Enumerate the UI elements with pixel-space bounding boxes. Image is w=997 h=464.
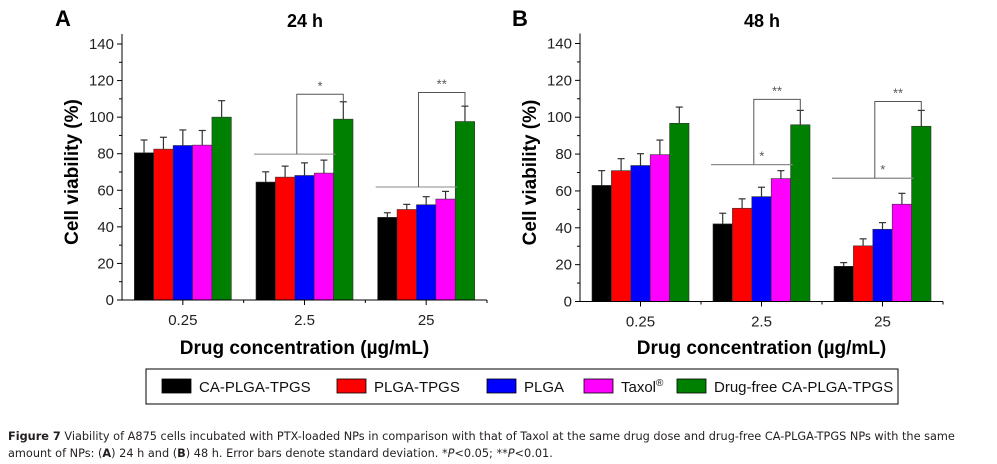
bar (294, 175, 315, 301)
caption-panel-b-ref: B (177, 447, 186, 460)
bar (313, 172, 334, 301)
legend-label: Drug-free CA-PLGA-TPGS (714, 379, 893, 396)
legend-swatch (676, 378, 707, 394)
bar (333, 118, 354, 301)
y-tick-label: 120 (547, 72, 572, 89)
caption-p-italic-2: P (507, 447, 515, 460)
significance-label: * (759, 149, 764, 164)
y-tick-label: 120 (89, 73, 114, 90)
bar (669, 122, 690, 302)
caption-text-5: <0.01. (514, 447, 553, 460)
significance-label: ** (772, 83, 782, 98)
y-axis-title: Cell viability (%) (62, 99, 83, 245)
bar (891, 203, 912, 302)
x-tick-label: 0.25 (626, 314, 655, 331)
bar (377, 217, 398, 301)
bar (732, 207, 753, 302)
x-axis-title: Drug concentration (µg/mL) (180, 338, 430, 359)
bar (872, 228, 893, 302)
legend-label: PLGA-TPGS (374, 379, 460, 396)
legend-label: Taxol® (621, 378, 664, 396)
figure-caption: Figure 7 Viability of A875 cells incubat… (8, 428, 993, 462)
bar (416, 204, 437, 301)
panel-a-24h: A 24 h 0 20 40 60 80 100 120 140 0.25 2.5 25 Drug con… (55, 6, 488, 359)
y-tick-label: 20 (97, 255, 114, 272)
caption-figure-label: Figure 7 (8, 430, 61, 443)
bar (611, 170, 632, 302)
legend-label: CA-PLGA-TPGS (199, 379, 311, 396)
bar (172, 145, 193, 301)
panel-b-48h: B 48 h 0 20 40 60 80 100 120 140 0.25 2.5 25 Drug con… (512, 6, 944, 359)
x-tick-label: 0.25 (168, 312, 197, 329)
y-tick-label: 60 (555, 183, 572, 200)
caption-text-2: ) 24 h and ( (111, 447, 178, 460)
x-tick-label: 25 (874, 314, 891, 331)
bar (192, 144, 213, 301)
legend-box (145, 368, 899, 405)
caption-text-3: ) 48 h. Error bars denote standard devia… (185, 447, 448, 460)
bar (591, 185, 612, 302)
bar (649, 154, 670, 302)
bar (712, 223, 733, 302)
bar (275, 176, 296, 301)
x-tick-label: 2.5 (294, 312, 315, 329)
panel-title: 24 h (287, 11, 323, 31)
significance-bracket (296, 93, 344, 155)
legend-swatch (583, 378, 614, 394)
bar (255, 181, 276, 301)
y-tick-label: 80 (555, 146, 572, 163)
legend-label-superscript: ® (656, 378, 664, 389)
bar (770, 178, 791, 302)
panel-letter: B (512, 6, 528, 31)
x-tick-label: 2.5 (751, 314, 772, 331)
significance-bracket (753, 98, 801, 165)
bar (454, 121, 475, 301)
significance-label: * (318, 78, 323, 93)
caption-p-italic-1: P (447, 447, 455, 460)
y-axis-title: Cell viability (%) (520, 100, 541, 246)
y-tick-label: 20 (555, 257, 572, 274)
y-tick-label: 0 (106, 292, 114, 309)
legend: CA-PLGA-TPGS PLGA-TPGS PLGA Taxol® Drug-free… (145, 368, 899, 405)
caption-panel-a-ref: A (102, 447, 112, 460)
significance-label: ** (437, 76, 447, 91)
bar (833, 266, 854, 302)
y-tick-label: 80 (97, 146, 114, 163)
legend-swatch (161, 378, 192, 394)
y-tick-label: 0 (564, 294, 572, 311)
bar (396, 209, 417, 301)
bar (153, 148, 174, 301)
legend-label: PLGA (524, 379, 564, 396)
bar (630, 165, 651, 302)
legend-swatch (336, 378, 367, 394)
caption-text-1: Viability of A875 cells incubated with P… (8, 430, 955, 460)
bar (435, 198, 456, 301)
caption-text-4: <0.05; ** (454, 447, 508, 460)
bar (853, 245, 874, 302)
y-tick-label: 40 (555, 220, 572, 237)
legend-swatch (486, 378, 517, 394)
bar (134, 152, 155, 301)
significance-bracket (417, 91, 466, 187)
significance-bracket (874, 101, 922, 179)
panel-title: 48 h (744, 11, 780, 31)
panel-letter: A (55, 6, 71, 31)
significance-label: ** (893, 86, 903, 101)
y-tick-label: 140 (89, 36, 114, 53)
significance-label: * (880, 162, 885, 177)
y-tick-label: 100 (89, 109, 114, 126)
bar (751, 196, 772, 302)
bar (211, 116, 232, 301)
y-tick-label: 40 (97, 219, 114, 236)
bar (911, 125, 932, 302)
bar (790, 124, 811, 302)
x-axis-title: Drug concentration (µg/mL) (637, 338, 887, 359)
y-tick-label: 60 (97, 182, 114, 199)
y-tick-label: 100 (547, 109, 572, 126)
x-tick-label: 25 (418, 312, 435, 329)
y-tick-label: 140 (547, 36, 572, 53)
